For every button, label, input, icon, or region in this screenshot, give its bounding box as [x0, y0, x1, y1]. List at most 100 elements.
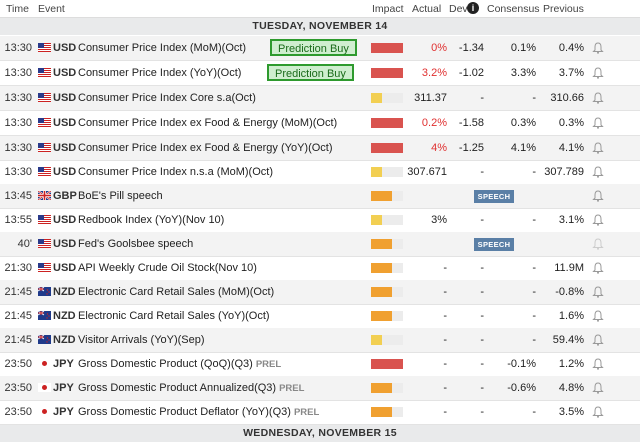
table-row[interactable]: 23:50 JPY Gross Domestic Product Deflato… — [0, 400, 640, 425]
event-name[interactable]: Consumer Price Index n.s.a (MoM)(Oct) — [78, 166, 273, 178]
currency-code: JPY — [53, 382, 74, 394]
bell-icon[interactable] — [592, 67, 604, 79]
bell-icon[interactable] — [592, 42, 604, 54]
event-name[interactable]: Consumer Price Index (MoM)(Oct) — [78, 42, 247, 54]
header-previous: Previous — [543, 3, 584, 15]
event-name[interactable]: Consumer Price Index ex Food & Energy (Y… — [78, 142, 333, 154]
consensus-value: - — [532, 310, 536, 322]
table-row[interactable]: 13:30 USD Consumer Price Index ex Food &… — [0, 136, 640, 161]
deviation-value: - — [480, 286, 484, 298]
actual-value: 0.2% — [421, 117, 447, 129]
table-row[interactable]: 13:30 USD Consumer Price Index (YoY)(Oct… — [0, 61, 640, 86]
jp-flag-icon — [38, 407, 51, 416]
bell-icon[interactable] — [592, 166, 604, 178]
table-row[interactable]: 40' USD Fed's Goolsbee speech SPEECH — [0, 232, 640, 257]
event-time: 13:45 — [4, 190, 32, 202]
table-row[interactable]: 13:30 USD Consumer Price Index ex Food &… — [0, 111, 640, 136]
bell-icon[interactable] — [592, 117, 604, 129]
event-name[interactable]: Gross Domestic Product (QoQ)(Q3) PREL — [78, 352, 281, 377]
table-row[interactable]: 13:30 USD Consumer Price Index n.s.a (Mo… — [0, 160, 640, 185]
speech-badge[interactable]: SPEECH — [474, 238, 514, 251]
previous-value: 1.6% — [558, 310, 584, 322]
bell-icon[interactable] — [592, 382, 604, 394]
event-name[interactable]: Fed's Goolsbee speech — [78, 238, 194, 250]
bell-icon[interactable] — [592, 142, 604, 154]
event-name[interactable]: Gross Domestic Product Deflator (YoY)(Q3… — [78, 400, 319, 425]
consensus-value: - — [532, 92, 536, 104]
table-row[interactable]: 13:30 USD Consumer Price Index Core s.a(… — [0, 86, 640, 111]
table-row[interactable]: 23:50 JPY Gross Domestic Product Annuali… — [0, 376, 640, 401]
currency-code: JPY — [53, 406, 74, 418]
event-time: 23:50 — [4, 382, 32, 394]
event-name-text: Gross Domestic Product Deflator (YoY)(Q3… — [78, 406, 291, 418]
event-time: 13:30 — [4, 117, 32, 129]
bell-icon[interactable] — [592, 310, 604, 322]
impact-high-bar — [371, 143, 403, 153]
table-row[interactable]: 21:45 NZD Visitor Arrivals (YoY)(Sep) - … — [0, 328, 640, 353]
bell-icon[interactable] — [592, 286, 604, 298]
header-time: Time — [6, 3, 29, 15]
bell-icon[interactable] — [592, 214, 604, 226]
table-row[interactable]: 13:45 GBP BoE's Pill speech SPEECH — [0, 184, 640, 209]
currency-code: GBP — [53, 190, 77, 202]
header-actual: Actual — [412, 3, 442, 15]
consensus-value: 3.3% — [510, 67, 536, 79]
previous-value: 1.2% — [558, 358, 584, 370]
table-row[interactable]: 21:45 NZD Electronic Card Retail Sales (… — [0, 280, 640, 305]
impact-medium-bar — [371, 383, 403, 393]
impact-medium-bar — [371, 239, 403, 249]
actual-value: - — [443, 334, 447, 346]
currency-code: USD — [53, 262, 77, 274]
impact-low-bar — [371, 167, 403, 177]
consensus-value: - — [532, 286, 536, 298]
event-name[interactable]: Consumer Price Index ex Food & Energy (M… — [78, 117, 338, 129]
table-header: Time Event Impact Actual Dev i Consensus… — [0, 0, 640, 18]
bell-icon[interactable] — [592, 238, 604, 250]
currency-code: USD — [53, 238, 77, 250]
nz-flag-icon — [37, 310, 51, 320]
bell-icon[interactable] — [592, 190, 604, 202]
previous-value: 0.4% — [558, 42, 584, 54]
event-name[interactable]: Gross Domestic Product Annualized(Q3) PRE… — [78, 376, 304, 401]
bell-icon[interactable] — [592, 334, 604, 346]
event-time: 23:50 — [4, 358, 32, 370]
impact-high-bar — [371, 118, 403, 128]
event-name[interactable]: Electronic Card Retail Sales (YoY)(Oct) — [78, 310, 270, 322]
speech-badge[interactable]: SPEECH — [474, 190, 514, 203]
table-row[interactable]: 21:30 USD API Weekly Crude Oil Stock(Nov… — [0, 256, 640, 281]
table-row[interactable]: 23:50 JPY Gross Domestic Product (QoQ)(Q… — [0, 352, 640, 377]
deviation-value: - — [480, 382, 484, 394]
event-name[interactable]: Electronic Card Retail Sales (MoM)(Oct) — [78, 286, 275, 298]
impact-high-bar — [371, 43, 403, 53]
bell-icon[interactable] — [592, 262, 604, 274]
prel-tag: PREL — [279, 383, 305, 394]
event-time: 13:55 — [4, 214, 32, 226]
bell-icon[interactable] — [592, 358, 604, 370]
previous-value: 4.8% — [558, 382, 584, 394]
event-time: 13:30 — [4, 67, 32, 79]
actual-value: 307.671 — [407, 166, 447, 178]
impact-low-bar — [371, 335, 403, 345]
actual-value: - — [443, 358, 447, 370]
event-time: 23:50 — [4, 406, 32, 418]
event-time: 21:45 — [4, 286, 32, 298]
event-name[interactable]: Consumer Price Index (YoY)(Oct) — [78, 67, 242, 79]
bell-icon[interactable] — [592, 92, 604, 104]
table-row[interactable]: 13:55 USD Redbook Index (YoY)(Nov 10) 3%… — [0, 208, 640, 233]
event-name[interactable]: Consumer Price Index Core s.a(Oct) — [78, 92, 256, 104]
event-name[interactable]: BoE's Pill speech — [78, 190, 163, 202]
day-header-wednesday: WEDNESDAY, NOVEMBER 15 — [0, 425, 640, 442]
actual-value: 3.2% — [421, 67, 447, 79]
event-name[interactable]: Redbook Index (YoY)(Nov 10) — [78, 214, 225, 226]
previous-value: 59.4% — [552, 334, 584, 346]
info-icon[interactable]: i — [467, 2, 479, 14]
us-flag-icon — [38, 68, 51, 77]
event-name[interactable]: Visitor Arrivals (YoY)(Sep) — [78, 334, 205, 346]
actual-value: 0% — [431, 42, 447, 54]
event-name[interactable]: API Weekly Crude Oil Stock(Nov 10) — [78, 262, 257, 274]
table-row[interactable]: 21:45 NZD Electronic Card Retail Sales (… — [0, 304, 640, 329]
consensus-value: 0.3% — [510, 117, 536, 129]
bell-icon[interactable] — [592, 406, 604, 418]
actual-value: 311.37 — [414, 92, 447, 104]
jp-flag-icon — [38, 359, 51, 368]
